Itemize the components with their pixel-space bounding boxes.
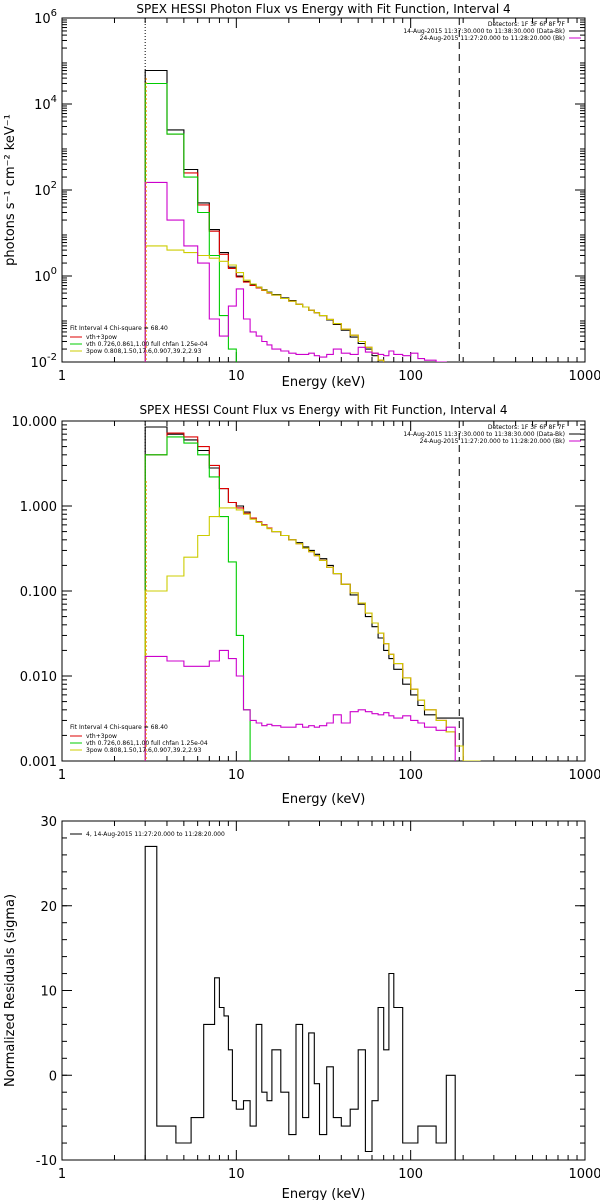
- legend-left-text: vth 0.726,0.861,1.00 full chfan 1.25e-04: [86, 341, 208, 348]
- legend-left-text: vth 0.726,0.861,1.00 full chfan 1.25e-04: [86, 740, 208, 747]
- legend-right-text: 24-Aug-2015 11:27:20.000 to 11:28:20.000…: [420, 438, 565, 445]
- y-axis-label: photons s⁻¹ cm⁻² keV⁻¹: [3, 114, 18, 266]
- x-tick-label: 1000: [568, 369, 600, 384]
- legend-right-text: 14-Aug-2015 11:37:30.000 to 11:38:30.000…: [403, 431, 565, 438]
- series-line-3pow: [144, 507, 481, 761]
- y-tick-label: 0.010: [20, 670, 57, 685]
- y-tick-base: 10: [30, 356, 47, 371]
- x-tick-label: 10: [228, 369, 245, 384]
- x-tick-label: 1000: [568, 768, 600, 783]
- series-line-data-bk: [144, 426, 464, 761]
- series-line-bk: [144, 649, 456, 761]
- y-tick-label: 0.100: [20, 585, 57, 600]
- y-tick-exponent: 0: [51, 266, 57, 277]
- y-axis-label: Normalized Residuals (sigma): [3, 894, 18, 1087]
- chart-panel-1: SPEX HESSI Photon Flux vs Energy with Fi…: [3, 2, 600, 390]
- y-tick-base: 10: [34, 98, 51, 113]
- y-tick-label: 102: [34, 180, 57, 199]
- legend-right-text: Detectors: 1F 3F 6F 8F 7F: [488, 21, 566, 28]
- y-tick-label: -10: [36, 1154, 57, 1169]
- series-group: [144, 845, 456, 1160]
- y-tick-label: 0.001: [20, 755, 57, 770]
- x-tick-label: 100: [398, 768, 423, 783]
- y-tick-label: 0: [49, 1069, 57, 1084]
- plot-frame: [61, 420, 586, 762]
- chart-title: SPEX HESSI Photon Flux vs Energy with Fi…: [136, 2, 510, 16]
- y-tick-label: 30: [40, 815, 57, 830]
- series-line-vth-3pow: [144, 82, 385, 362]
- legend-right-text: 14-Aug-2015 11:37:30.000 to 11:38:30.000…: [403, 28, 565, 35]
- y-tick-exponent: -2: [47, 352, 57, 363]
- y-tick-label: 1.000: [20, 500, 57, 515]
- y-tick-exponent: 6: [51, 8, 57, 19]
- x-tick-label: 1: [58, 369, 66, 384]
- plot-frame: [61, 17, 586, 363]
- y-tick-base: 10: [34, 12, 51, 27]
- legend-left-text: 3pow 0.808,1.50,17.6,0.907,39.2,2.93: [86, 348, 202, 355]
- chart-title: SPEX HESSI Count Flux vs Energy with Fit…: [139, 403, 507, 417]
- series-line-bk: [144, 181, 447, 362]
- x-axis-label: Energy (keV): [282, 792, 366, 807]
- series-line-4-14-aug-2015-11-27-20-000-to-11-28-20-000: [144, 845, 456, 1160]
- legend-left-title: Fit Interval 4 Chi-square = 68.40: [70, 325, 168, 332]
- x-tick-label: 1: [58, 768, 66, 783]
- x-axis-label: Energy (keV): [282, 375, 366, 390]
- series-line-vth-3pow: [144, 432, 481, 761]
- legend-left-title: Fit Interval 4 Chi-square = 68.40: [70, 724, 168, 731]
- series-line-3pow: [144, 245, 385, 362]
- x-tick-label: 10: [228, 1167, 245, 1182]
- x-tick-label: 1: [58, 1167, 66, 1182]
- legend-right-text: 24-Aug-2015 11:27:20.000 to 11:28:20.000…: [420, 35, 565, 42]
- x-axis-label: Energy (keV): [282, 1187, 366, 1200]
- legend-left-text: 3pow 0.808,1.50,17.6,0.907,39.2,2.93: [86, 747, 202, 754]
- y-tick-base: 10: [34, 270, 51, 285]
- chart-panel-3: 1 10 100 1000 Energy (keV) -10 0 10 20 30 Normaliz…: [3, 815, 600, 1200]
- y-tick-exponent: 4: [51, 94, 57, 105]
- x-tick-label: 100: [398, 369, 423, 384]
- x-tick-label: 1000: [568, 1167, 600, 1182]
- plot-frame: [61, 820, 586, 1161]
- series-group: [144, 426, 481, 761]
- series-line-vth: [144, 436, 251, 761]
- legend-left-text: vth+3pow: [86, 334, 117, 341]
- y-tick-label: 104: [34, 94, 57, 113]
- x-tick-label: 100: [398, 1167, 423, 1182]
- y-tick-label: 10-2: [30, 352, 57, 371]
- series-line-vth: [144, 82, 237, 362]
- series-line-data-bk: [144, 69, 379, 362]
- y-tick-exponent: 2: [51, 180, 57, 191]
- y-tick-label: 100: [34, 266, 57, 285]
- y-tick-label: 10: [40, 985, 57, 1000]
- chart-panel-2: SPEX HESSI Count Flux vs Energy with Fit…: [12, 403, 600, 807]
- series-group: [144, 69, 447, 362]
- legend-right-text: Detectors: 1F 3F 6F 8F 7F: [488, 424, 566, 431]
- x-tick-label: 10: [228, 768, 245, 783]
- y-tick-base: 10: [34, 184, 51, 199]
- y-tick-label: 20: [40, 900, 57, 915]
- y-tick-label: 10.000: [12, 415, 58, 430]
- legend-left-text: 4, 14-Aug-2015 11:27:20.000 to 11:28:20.…: [86, 831, 225, 838]
- legend-left-text: vth+3pow: [86, 733, 117, 740]
- y-tick-label: 106: [34, 8, 57, 27]
